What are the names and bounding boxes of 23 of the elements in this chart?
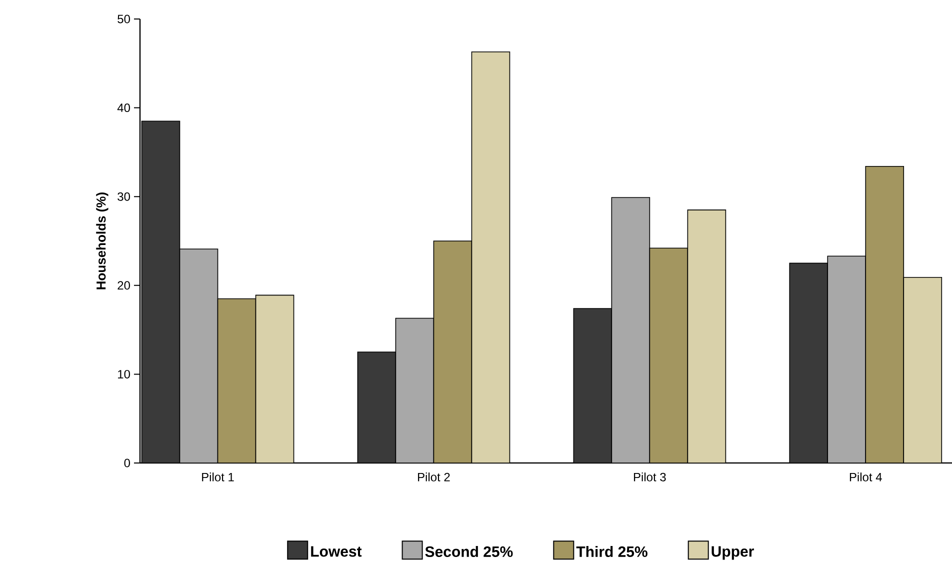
legend-label: Upper: [712, 546, 754, 560]
y-tick-label: 40: [117, 104, 130, 112]
y-tick-label: 0: [124, 458, 130, 468]
y-axis-title: Households (%): [96, 192, 108, 290]
bar: [827, 256, 866, 463]
bar: [357, 352, 396, 463]
legend-label: Second 25%: [425, 546, 513, 558]
bar: [573, 308, 612, 463]
y-tick-label: 10: [118, 370, 130, 378]
y-tick-label: 20: [118, 281, 130, 290]
y-tick-label: 50: [118, 14, 130, 24]
bar: [179, 248, 218, 463]
y-tick-label: 30: [118, 192, 130, 201]
legend-label: Lowest: [311, 546, 362, 557]
x-tick-label: Pilot 4: [850, 472, 882, 482]
bar: [611, 197, 650, 463]
bar: [395, 318, 434, 463]
x-tick-label: Pilot 1: [202, 472, 234, 482]
bar: [789, 262, 828, 463]
x-tick-label: Pilot 3: [634, 472, 666, 482]
bar: [141, 120, 180, 463]
legend-label: Third 25%: [576, 546, 648, 558]
x-tick-label: Pilot 2: [418, 472, 450, 482]
